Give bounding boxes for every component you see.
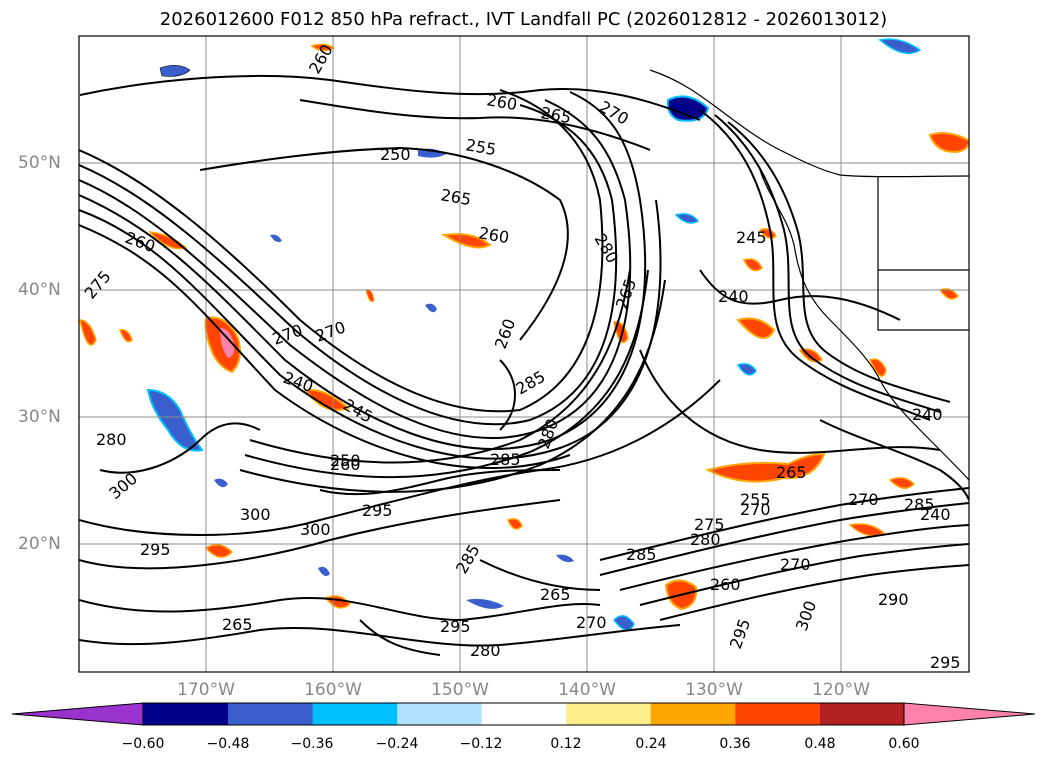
- lon-label-130w: 130°W: [685, 680, 743, 700]
- lat-label-50n: 50°N: [18, 153, 61, 173]
- colorbar-tick: −0.36: [290, 736, 334, 752]
- contour-label: 265: [776, 463, 807, 482]
- colorbar-extend-max: [903, 702, 1036, 726]
- colorbar-segment: [650, 703, 736, 725]
- contour-label: 240: [920, 505, 951, 524]
- colorbar-segment: [227, 703, 313, 725]
- lon-label-150w: 150°W: [431, 680, 489, 700]
- contour-label: 280: [690, 530, 721, 549]
- contour-label: 240: [912, 405, 943, 424]
- lat-label-30n: 30°N: [18, 407, 61, 427]
- colorbar-segment: [819, 703, 905, 725]
- contour-label: 270: [576, 613, 607, 632]
- colorbar-tick: 0.24: [635, 736, 667, 752]
- colorbar-tick: 0.60: [888, 736, 920, 752]
- coastline: [649, 69, 969, 481]
- colorbar-segment: [143, 703, 229, 725]
- lat-label-40n: 40°N: [18, 280, 61, 300]
- contour-label: 285: [904, 495, 935, 514]
- plot-frame: [78, 35, 970, 673]
- contour-label: 270: [780, 555, 811, 574]
- contour-label: 265: [540, 585, 571, 604]
- colorbar-tick: −0.24: [375, 736, 419, 752]
- contour-label: 285: [490, 450, 521, 469]
- contour-label: 270: [848, 490, 879, 509]
- contour-label: 250: [380, 145, 411, 164]
- contour-label: 260: [330, 455, 361, 474]
- lon-label-140w: 140°W: [558, 680, 616, 700]
- colorbar-tick: −0.12: [459, 736, 503, 752]
- contour-label: 255: [740, 490, 771, 509]
- lat-label-20n: 20°N: [18, 534, 61, 554]
- colorbar-segment: [734, 703, 820, 725]
- contour-label: 270: [740, 500, 771, 519]
- colorbar-tick: −0.60: [121, 736, 165, 752]
- contour-label: 300: [240, 505, 271, 524]
- contour-label: 280: [96, 430, 127, 449]
- contour-label: 245: [736, 228, 767, 247]
- lon-label-160w: 160°W: [304, 680, 362, 700]
- contour-label: 275: [694, 515, 725, 534]
- graticule: [79, 36, 969, 672]
- contour-label: 240: [718, 287, 749, 306]
- lon-label-120w: 120°W: [812, 680, 870, 700]
- contour-label: 295: [930, 653, 961, 672]
- contour-label: 265: [222, 615, 253, 634]
- colorbar-segment: [312, 703, 398, 725]
- contour-label: 285: [626, 545, 657, 564]
- refractivity-contours: [79, 75, 969, 656]
- contour-label: 290: [878, 590, 909, 609]
- colorbar-frame: [142, 702, 905, 726]
- lon-label-170w: 170°W: [177, 680, 235, 700]
- colorbar-tick: 0.12: [550, 736, 582, 752]
- contour-label: 295: [362, 501, 393, 520]
- contour-label: 250: [330, 451, 361, 470]
- colorbar-segment: [481, 703, 567, 725]
- colorbar: [11, 702, 1036, 726]
- contour-label: 295: [440, 617, 471, 636]
- contour-label: 300: [300, 520, 331, 539]
- map-title: 2026012600 F012 850 hPa refract., IVT La…: [159, 9, 888, 30]
- colorbar-tick: 0.36: [719, 736, 751, 752]
- contour-label: 295: [140, 540, 171, 559]
- colorbar-tick: 0.48: [804, 736, 836, 752]
- colorbar-tick: −0.48: [206, 736, 250, 752]
- colorbar-segment: [565, 703, 651, 725]
- contour-label: 260: [710, 575, 741, 594]
- contour-label: 280: [470, 641, 501, 660]
- colorbar-segment: [396, 703, 482, 725]
- colorbar-extend-min: [11, 702, 144, 726]
